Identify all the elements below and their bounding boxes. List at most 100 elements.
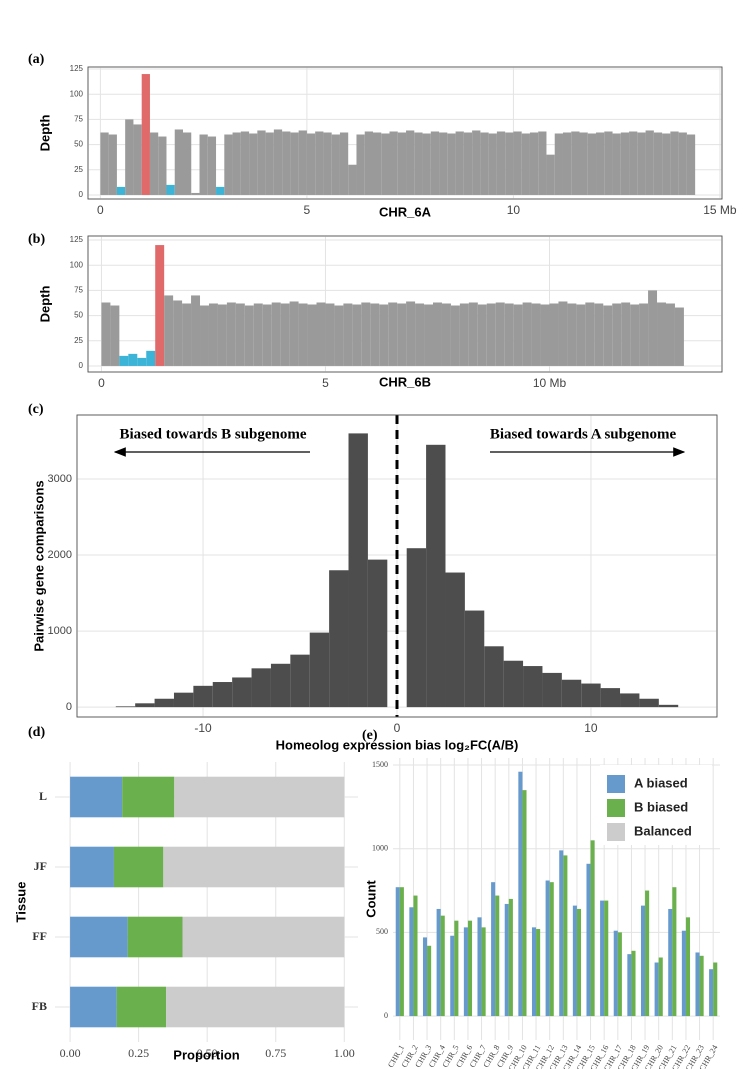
bar xyxy=(481,927,486,1017)
depth-bar xyxy=(653,132,663,195)
x-tick-label: 10 xyxy=(507,203,521,217)
x-tick-label: 1.00 xyxy=(334,1046,355,1060)
y-axis-title: Count xyxy=(363,880,378,918)
depth-bar xyxy=(629,131,638,195)
depth-bar xyxy=(164,295,174,366)
depth-bar xyxy=(174,129,183,195)
depth-bar xyxy=(298,303,308,366)
depth-bar xyxy=(364,131,373,195)
histogram-bar xyxy=(523,666,543,708)
bar xyxy=(563,855,568,1017)
histogram-bar xyxy=(561,679,582,708)
depth-bar xyxy=(298,130,307,195)
histogram-bar xyxy=(484,646,504,708)
depth-bar xyxy=(216,186,225,195)
bar xyxy=(559,850,564,1017)
histogram-bar xyxy=(290,654,310,708)
bar xyxy=(536,929,541,1017)
depth-bar xyxy=(128,353,138,366)
depth-bar xyxy=(290,132,299,195)
x-tick-label: 0 xyxy=(394,721,401,735)
depth-bar xyxy=(562,132,572,195)
depth-bar xyxy=(325,303,335,366)
depth-bar xyxy=(414,132,423,195)
x-tick-label: 15 Mb xyxy=(703,203,737,217)
bar xyxy=(668,908,673,1017)
y-tick-label: 75 xyxy=(74,286,83,295)
depth-bar xyxy=(271,302,281,366)
depth-bar xyxy=(554,133,563,195)
bar xyxy=(413,895,418,1017)
depth-bar xyxy=(630,304,640,366)
bar xyxy=(467,920,473,1017)
x-tick-label: 5 xyxy=(304,203,311,217)
depth-bar xyxy=(182,132,192,195)
depth-bar xyxy=(149,132,159,195)
depth-bar xyxy=(604,131,613,195)
y-tick-label: 0 xyxy=(79,190,84,199)
depth-bar xyxy=(173,300,183,366)
x-axis-title: CHR_6A xyxy=(379,204,432,219)
depth-bar xyxy=(280,303,290,366)
histogram-bar xyxy=(464,610,485,708)
depth-bar xyxy=(459,303,469,366)
depth-bar xyxy=(674,307,684,366)
x-tick-label: 0 xyxy=(97,203,104,217)
stacked-bar-segment xyxy=(182,916,345,958)
stacked-bar-segment xyxy=(127,916,183,958)
depth-bar xyxy=(567,303,577,366)
depth-bar xyxy=(108,134,117,195)
depth-bar xyxy=(406,130,415,195)
depth-bar xyxy=(657,302,666,366)
depth-bar xyxy=(558,301,568,366)
annotation: Biased towards A subgenome xyxy=(490,426,677,442)
depth-bar xyxy=(257,130,266,195)
depth-bar xyxy=(331,134,340,195)
depth-bar xyxy=(603,305,613,366)
depth-bar xyxy=(621,302,631,366)
depth-bar xyxy=(587,133,597,195)
depth-bar xyxy=(315,131,324,195)
depth-bar xyxy=(191,295,201,366)
histogram-bar xyxy=(639,698,659,708)
legend-swatch xyxy=(607,823,625,841)
histogram-bar xyxy=(154,698,174,708)
legend-swatch xyxy=(607,775,625,793)
histogram-bar xyxy=(173,692,194,708)
depth-bar xyxy=(424,304,434,366)
bar xyxy=(399,887,404,1017)
x-axis-title: Homeolog expression bias log₂FC(A/B) xyxy=(276,737,519,752)
y-tick-label: JF xyxy=(34,859,47,873)
bar xyxy=(477,917,482,1017)
panel-label: (e) xyxy=(362,728,378,743)
depth-bar xyxy=(397,303,407,366)
legend-label: A biased xyxy=(634,775,688,790)
legend-swatch xyxy=(607,799,625,817)
depth-bar xyxy=(579,132,588,195)
depth-bar xyxy=(480,132,489,195)
stacked-bar-segment xyxy=(174,776,345,818)
x-tick-label: 0.50 xyxy=(197,1046,218,1060)
depth-bar xyxy=(686,134,696,195)
depth-bar xyxy=(488,133,497,195)
bar xyxy=(685,917,691,1017)
bar xyxy=(463,927,468,1017)
bar xyxy=(645,890,650,1017)
legend-label: B biased xyxy=(634,799,688,814)
depth-bar xyxy=(546,154,555,195)
depth-bar xyxy=(334,305,344,366)
histogram-bar xyxy=(329,570,349,708)
y-tick-label: 125 xyxy=(70,64,84,73)
depth-bar xyxy=(100,132,109,195)
bar xyxy=(654,962,659,1017)
bar xyxy=(613,930,618,1017)
bar xyxy=(427,945,432,1017)
histogram-bar xyxy=(193,685,213,708)
bar xyxy=(572,905,577,1017)
depth-bar xyxy=(571,131,580,195)
y-tick-label: 75 xyxy=(74,115,83,124)
y-tick-label: 1000 xyxy=(372,844,388,853)
histogram-bar xyxy=(135,703,155,708)
y-tick-label: 1500 xyxy=(372,760,388,769)
histogram-bar xyxy=(503,660,524,708)
